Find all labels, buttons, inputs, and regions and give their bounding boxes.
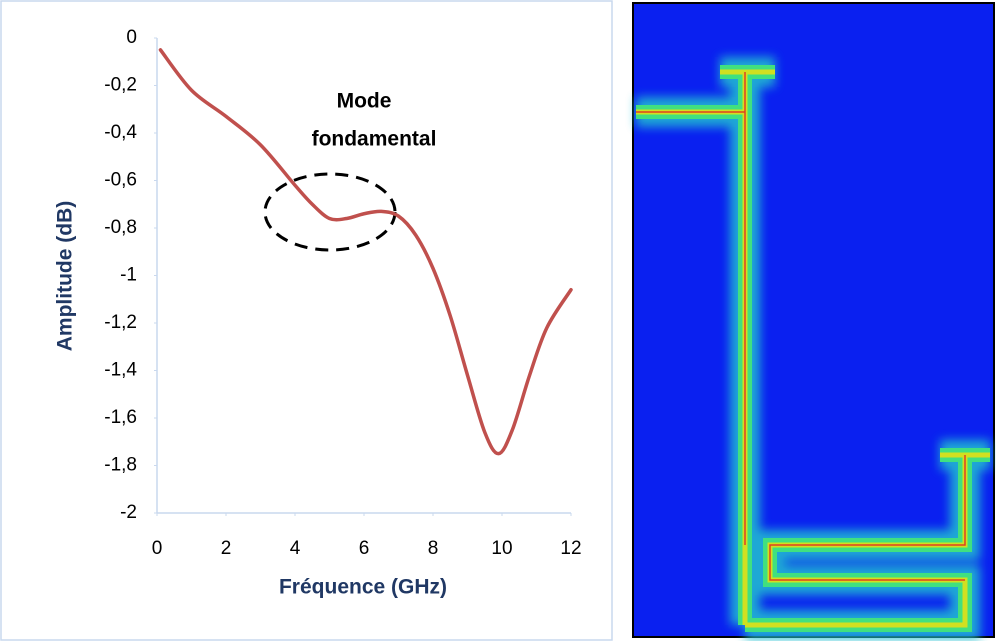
x-axis-title: Fréquence (GHz) xyxy=(279,576,447,599)
y-tick-label: -1,4 xyxy=(104,360,137,381)
y-tick-label: -1,2 xyxy=(104,312,137,333)
y-tick-label: -1,6 xyxy=(104,407,137,428)
y-tick-label: -1 xyxy=(120,265,137,286)
traces xyxy=(636,57,990,640)
data-line xyxy=(158,48,573,456)
y-tick-label: -0,2 xyxy=(104,75,137,96)
x-tick-label: 6 xyxy=(359,538,370,559)
trace-hot xyxy=(636,72,966,581)
annotation-ellipse xyxy=(263,172,397,252)
field-image xyxy=(632,2,995,640)
y-tick-label: -0,8 xyxy=(104,217,137,238)
x-tick-label: 10 xyxy=(491,538,512,559)
y-tick-label: 0 xyxy=(126,27,137,48)
y-tick-label: -2 xyxy=(120,502,137,523)
x-tick-label: 8 xyxy=(428,538,439,559)
y-tick-label: -0,4 xyxy=(104,122,137,143)
x-tick-label: 2 xyxy=(221,538,232,559)
x-tick-label: 12 xyxy=(560,538,581,559)
chart-frame xyxy=(0,0,613,641)
y-tick-label: -0,6 xyxy=(104,170,137,191)
x-tick-label: 0 xyxy=(152,538,163,559)
annotation: fondamental xyxy=(312,128,437,151)
y-axis-title: Amplitude (dB) xyxy=(54,201,77,351)
annotation: Mode xyxy=(337,90,392,113)
x-tick-label: 4 xyxy=(290,538,301,559)
y-tick-label: -1,8 xyxy=(104,455,137,476)
